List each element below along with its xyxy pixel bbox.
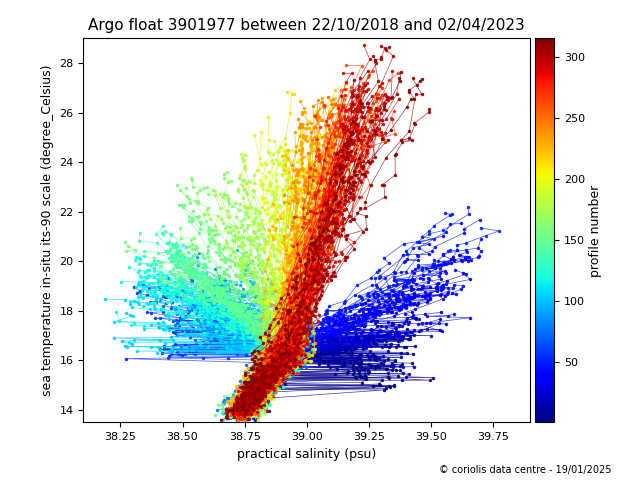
Text: © coriolis data centre - 19/01/2025: © coriolis data centre - 19/01/2025 [438, 465, 611, 475]
Y-axis label: sea temperature in-situ its-90 scale (degree_Celsius): sea temperature in-situ its-90 scale (de… [41, 65, 54, 396]
Title: Argo float 3901977 between 22/10/2018 and 02/04/2023: Argo float 3901977 between 22/10/2018 an… [88, 18, 525, 33]
X-axis label: practical salinity (psu): practical salinity (psu) [237, 448, 376, 461]
Y-axis label: profile number: profile number [589, 184, 602, 276]
